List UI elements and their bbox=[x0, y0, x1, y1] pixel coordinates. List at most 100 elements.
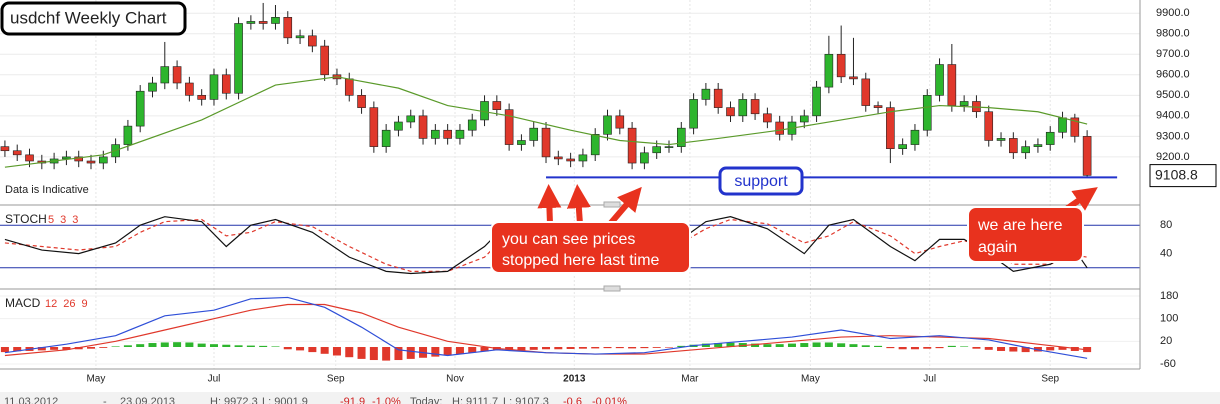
histogram-bar bbox=[271, 346, 280, 347]
candle-body bbox=[603, 115, 612, 135]
histogram-bar bbox=[566, 347, 575, 349]
y-tick-label: 9300.0 bbox=[1156, 130, 1190, 142]
histogram-bar bbox=[984, 347, 993, 350]
panel-param: 26 bbox=[63, 298, 75, 310]
y-tick-label: 9400.0 bbox=[1156, 110, 1190, 122]
histogram-bar bbox=[714, 343, 723, 347]
status-item: L: 9107.3 bbox=[503, 396, 549, 404]
candle-body bbox=[1009, 138, 1018, 154]
histogram-bar bbox=[861, 345, 870, 347]
candle-body bbox=[935, 64, 944, 96]
candle-body bbox=[701, 88, 711, 100]
histogram-bar bbox=[763, 344, 772, 347]
histogram-bar bbox=[394, 347, 403, 361]
candle-body bbox=[615, 115, 625, 129]
candle-body bbox=[504, 109, 514, 145]
candle-body bbox=[320, 45, 329, 76]
candle-body bbox=[959, 101, 969, 106]
candle-body bbox=[221, 74, 231, 94]
histogram-bar bbox=[369, 347, 378, 361]
candle-body bbox=[922, 95, 932, 131]
arrow bbox=[566, 184, 591, 225]
candle-body bbox=[258, 21, 268, 24]
y-tick-label: 80 bbox=[1160, 219, 1172, 231]
histogram-bar bbox=[185, 342, 194, 347]
histogram-bar bbox=[406, 347, 415, 359]
candle-body bbox=[812, 86, 821, 117]
candle-body bbox=[357, 95, 366, 108]
y-tick-label: -60 bbox=[1160, 358, 1176, 370]
arrow bbox=[607, 186, 642, 226]
histogram-bar bbox=[677, 345, 686, 347]
histogram-bar bbox=[123, 345, 132, 347]
candle-body bbox=[1045, 131, 1055, 145]
candle-body bbox=[775, 121, 784, 135]
y-tick-label: 100 bbox=[1160, 313, 1178, 325]
histogram-bar bbox=[775, 344, 784, 347]
candle-body bbox=[799, 115, 809, 123]
histogram-bar bbox=[443, 347, 452, 356]
candle-body bbox=[295, 35, 305, 39]
candle-body bbox=[344, 78, 354, 96]
histogram-bar bbox=[923, 347, 932, 349]
x-tick-label: Jul bbox=[923, 374, 936, 385]
candle-body bbox=[148, 82, 157, 92]
histogram-bar bbox=[136, 344, 145, 347]
candle-body bbox=[135, 90, 145, 127]
candle-body bbox=[873, 105, 883, 108]
candle-body bbox=[308, 35, 317, 47]
candle-body bbox=[99, 156, 108, 164]
histogram-bar bbox=[1058, 347, 1067, 350]
histogram-bar bbox=[787, 343, 796, 347]
histogram-bar bbox=[111, 346, 120, 347]
panel-param: 5 bbox=[48, 214, 54, 226]
histogram-bar bbox=[259, 345, 268, 347]
note: Data is Indicative bbox=[5, 184, 89, 196]
candle-body bbox=[467, 119, 477, 131]
histogram-bar bbox=[455, 347, 464, 355]
annotation-text: you can see prices bbox=[502, 231, 635, 248]
support-box bbox=[718, 166, 804, 196]
candle-body bbox=[849, 76, 858, 80]
histogram-bar bbox=[603, 347, 612, 349]
candle-body bbox=[541, 127, 551, 158]
x-tick-label: Jul bbox=[208, 374, 221, 385]
candle-body bbox=[590, 134, 600, 156]
histogram-bar bbox=[37, 347, 46, 351]
x-tick-label: May bbox=[86, 374, 105, 385]
current-price: 9108.8 bbox=[1155, 166, 1198, 182]
plot-area bbox=[0, 2, 1118, 361]
candle-body bbox=[492, 101, 502, 110]
candle-body bbox=[160, 66, 170, 84]
histogram-bar bbox=[1046, 347, 1055, 351]
status-item: -91.9 bbox=[340, 396, 365, 404]
candle-body bbox=[1033, 144, 1043, 147]
candle-body bbox=[763, 113, 772, 123]
candle-body bbox=[898, 144, 907, 149]
histogram-bar bbox=[824, 342, 833, 347]
histogram-bar bbox=[726, 342, 735, 347]
histogram-bar bbox=[283, 347, 292, 350]
candle-body bbox=[627, 127, 637, 164]
candle-body bbox=[86, 160, 96, 164]
candle-body bbox=[369, 107, 379, 147]
candle-body bbox=[406, 115, 416, 123]
indicator-line bbox=[4, 296, 1088, 359]
resize-handle[interactable] bbox=[603, 201, 621, 208]
histogram-bar bbox=[1009, 347, 1018, 352]
histogram-bar bbox=[751, 343, 760, 347]
histogram-bar bbox=[332, 347, 341, 356]
status-item: - bbox=[103, 396, 107, 404]
histogram-bar bbox=[148, 343, 157, 347]
annotation-text: stopped here last time bbox=[502, 252, 660, 269]
status-item: H: 9972.3 bbox=[210, 396, 258, 404]
histogram-bar bbox=[222, 344, 231, 347]
resize-handle[interactable] bbox=[603, 285, 621, 292]
histogram-bar bbox=[837, 343, 846, 347]
support-label: support bbox=[734, 173, 788, 190]
title-box bbox=[0, 1, 187, 36]
candle-body bbox=[271, 17, 280, 24]
candle-body bbox=[209, 74, 219, 100]
candle-body bbox=[836, 53, 846, 78]
histogram-bar bbox=[234, 345, 243, 347]
